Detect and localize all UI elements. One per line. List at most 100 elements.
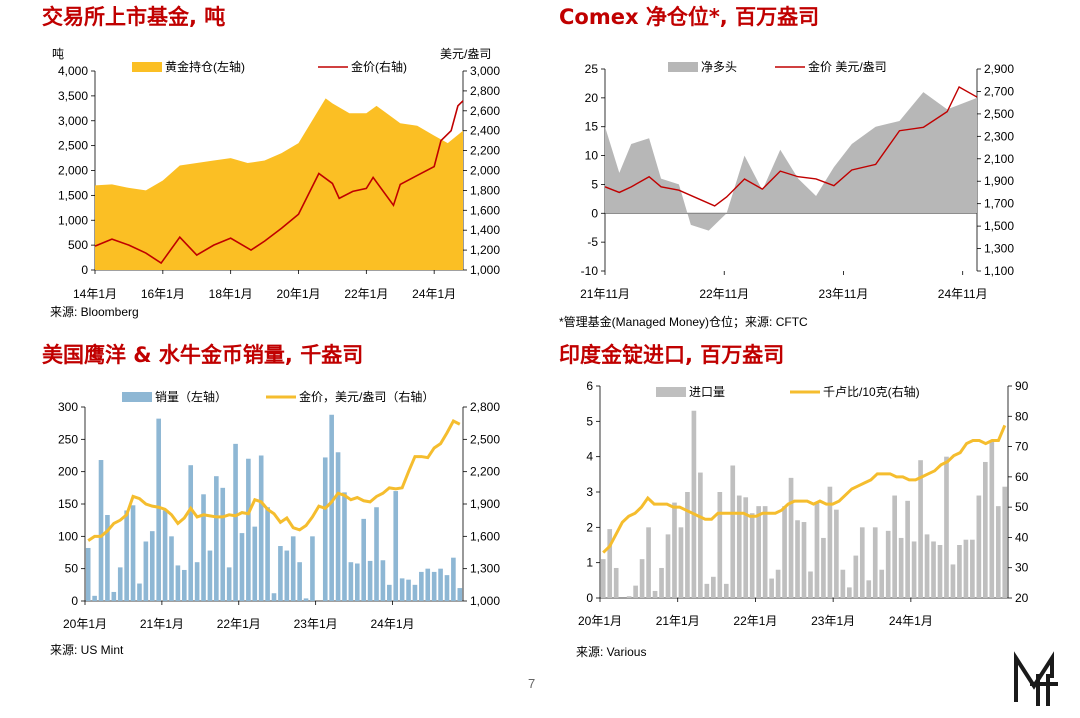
chart-gold-etf: 0 500 1,000 1,500 2,000 2,500 3,000 3,500 4,000 1…	[52, 47, 500, 301]
bar	[98, 460, 104, 601]
x-tick-label: 23年1月	[811, 614, 855, 628]
bar	[607, 529, 613, 598]
y-right-tick-label: 1,100	[984, 264, 1014, 278]
bar	[181, 569, 187, 601]
bar	[169, 536, 174, 601]
y-left-tick-label: 2,000	[58, 164, 88, 178]
chart-us-mint: 0 50 100 150 200 250 300 1,000 1,300 1,600 1,900 2,…	[58, 389, 500, 631]
bar	[995, 506, 1001, 598]
bar	[419, 571, 424, 601]
bar	[646, 527, 651, 598]
bar	[124, 510, 129, 601]
bar	[782, 506, 787, 598]
bar	[769, 578, 774, 598]
bar	[149, 531, 155, 601]
y-right-tick-label: 1,800	[470, 183, 500, 197]
bar	[194, 562, 200, 601]
bar	[431, 571, 437, 601]
legend-label: 进口量	[689, 385, 725, 399]
y-right-tick-label: 1,400	[470, 223, 500, 237]
y-right-tick-label: 90	[1015, 379, 1029, 393]
bar	[233, 443, 238, 601]
legend-label: 销量（左轴）	[155, 389, 227, 404]
y-right-tick-label: 2,800	[470, 84, 500, 98]
x-tick-label: 21年11月	[580, 287, 630, 301]
bar	[795, 520, 800, 598]
bar	[284, 550, 290, 601]
bar	[348, 562, 354, 601]
y-left-tick-label: 0	[586, 591, 593, 605]
bar	[821, 537, 826, 598]
bar	[633, 585, 638, 598]
y-left-tick-label: 100	[58, 529, 78, 543]
legend-label: 净多头	[701, 60, 737, 74]
y-right-tick-label: 3,000	[470, 64, 500, 78]
y-left-tick-label: 0	[591, 206, 598, 220]
x-tick-label: 23年11月	[819, 287, 869, 301]
bar	[892, 495, 897, 598]
bar	[639, 559, 645, 598]
series-line	[94, 100, 464, 265]
bar	[117, 567, 123, 601]
y-left-tick-label: 2,500	[58, 139, 88, 153]
y-left-tick-label: 500	[68, 238, 88, 252]
bar	[271, 593, 277, 601]
y-right-tick-label: 2,100	[984, 152, 1014, 166]
bar	[704, 583, 710, 598]
bar	[444, 575, 450, 601]
bar	[872, 527, 878, 598]
y-right-tick-label: 2,200	[470, 465, 500, 479]
bar	[931, 541, 936, 598]
page-number: 7	[528, 676, 536, 691]
y-right-tick-label: 2,300	[984, 129, 1014, 143]
y-right-tick-label: 1,200	[470, 243, 500, 257]
x-tick-label: 21年1月	[140, 617, 184, 631]
bar	[354, 563, 360, 601]
right-axis-unit: 美元/盎司	[440, 47, 491, 61]
series-line	[604, 85, 978, 207]
series-area	[95, 98, 463, 270]
legend-label: 黄金持仓(左轴)	[165, 59, 245, 74]
bar	[905, 500, 910, 598]
bar	[156, 418, 161, 601]
bar	[246, 458, 251, 601]
y-left-tick-label: 250	[58, 432, 78, 446]
bar	[130, 505, 136, 601]
y-left-tick-label: 0	[81, 263, 88, 277]
bar	[342, 492, 347, 601]
x-tick-label: 23年1月	[294, 617, 338, 631]
x-tick-label: 22年1月	[344, 287, 388, 301]
y-left-tick-label: 4	[586, 450, 593, 464]
bar	[879, 569, 885, 598]
chart-india: 0 1 2 3 4 5 6 20 30 40 50 60 70 80 90 20年1月 21年1月 22年1月 23…	[578, 379, 1029, 628]
bar	[105, 514, 110, 601]
y-left-tick-label: 5	[586, 414, 593, 428]
bar	[1002, 486, 1008, 598]
y-right-tick-label: 20	[1015, 591, 1029, 605]
y-left-tick-label: 150	[58, 497, 78, 511]
x-tick-label: 20年1月	[578, 614, 622, 628]
bar	[730, 465, 736, 598]
y-left-tick-label: 10	[585, 149, 599, 163]
x-tick-label: 22年1月	[217, 617, 261, 631]
bar	[278, 546, 283, 601]
bar	[711, 576, 716, 598]
bar	[983, 461, 988, 598]
bar	[406, 579, 411, 601]
bar	[717, 492, 723, 598]
y-right-tick-label: 50	[1015, 500, 1029, 514]
bar	[847, 587, 852, 598]
y-left-tick-label: 25	[585, 62, 599, 76]
y-right-tick-label: 1,300	[470, 562, 500, 576]
bar	[258, 455, 264, 601]
y-right-tick-label: 60	[1015, 470, 1029, 484]
x-tick-label: 24年1月	[412, 287, 456, 301]
bar	[297, 562, 302, 601]
bar	[265, 507, 270, 601]
y-left-tick-label: 1,500	[58, 188, 88, 202]
x-tick-label: 18年1月	[209, 287, 253, 301]
y-left-tick-label: 4,000	[58, 64, 88, 78]
legend-label: 金价 美元/盎司	[808, 59, 887, 74]
bar	[834, 509, 839, 598]
y-right-tick-label: 2,900	[984, 62, 1014, 76]
